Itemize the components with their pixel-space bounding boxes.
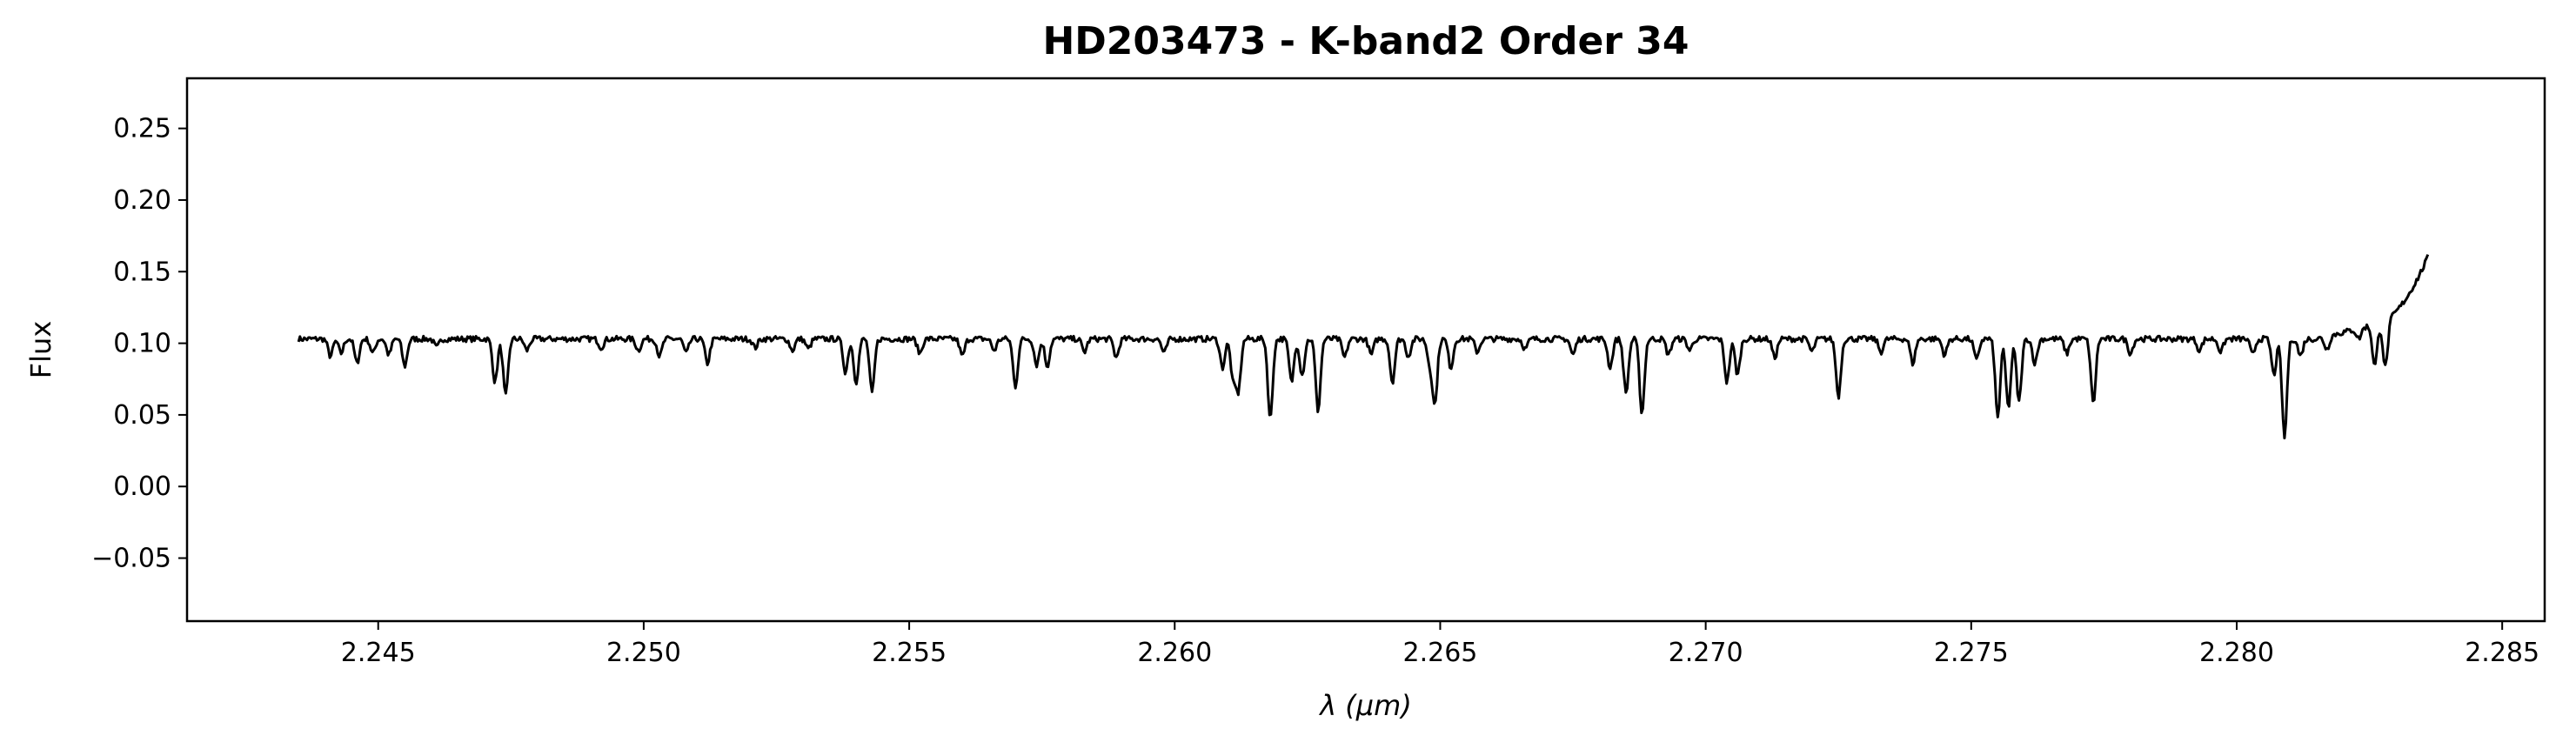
plot-area xyxy=(185,77,2546,623)
axes-frame xyxy=(185,77,2546,623)
y-axis-label: Flux xyxy=(24,321,57,379)
x-tick-label: 2.250 xyxy=(606,638,681,668)
x-tick-label: 2.280 xyxy=(2199,638,2274,668)
y-tick-label: 0.00 xyxy=(113,471,171,502)
x-tick-label: 2.255 xyxy=(872,638,947,668)
x-tick-label: 2.270 xyxy=(1669,638,1743,668)
y-tick-label: 0.15 xyxy=(113,257,171,287)
y-tick-label: 0.20 xyxy=(113,185,171,216)
x-axis-ticks: 2.245 2.250 2.255 2.260 2.265 2.270 2.275 2.280… xyxy=(341,621,2539,668)
x-axis-label-symbol: λ xyxy=(1318,689,1336,722)
x-axis-label: λ (μm) xyxy=(1318,689,1412,722)
x-axis-label-unit: (μm) xyxy=(1345,689,1412,722)
x-tick-label: 2.260 xyxy=(1137,638,1212,668)
x-tick-label: 2.245 xyxy=(341,638,416,668)
y-tick-label: 0.25 xyxy=(113,114,171,144)
y-tick-label: 0.05 xyxy=(113,400,171,431)
chart-title: HD203473 - K-band2 Order 34 xyxy=(1042,19,1689,64)
x-tick-label: 2.275 xyxy=(1934,638,2009,668)
spectrum-series-line xyxy=(297,254,2430,440)
y-tick-label: −0.05 xyxy=(91,544,171,574)
x-tick-label: 2.285 xyxy=(2465,638,2539,668)
y-axis-ticks: −0.05 0.00 0.05 0.10 0.15 0.20 0.25 xyxy=(91,114,187,574)
x-tick-label: 2.265 xyxy=(1403,638,1478,668)
y-tick-label: 0.10 xyxy=(113,329,171,359)
